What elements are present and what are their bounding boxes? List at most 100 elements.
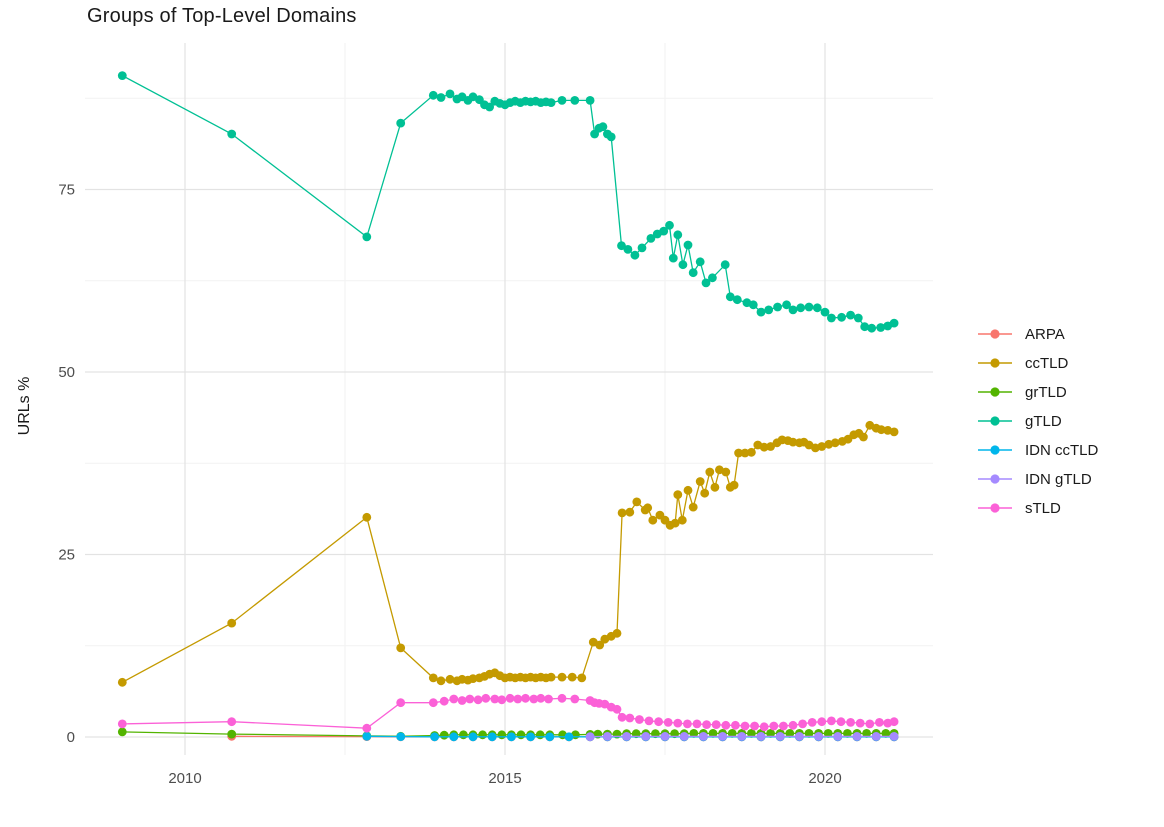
data-point-ccTLD bbox=[643, 503, 653, 513]
data-point-gTLD bbox=[720, 260, 730, 270]
data-point-gTLD bbox=[436, 93, 446, 102]
data-point-sTLD bbox=[855, 718, 865, 728]
legend-key-icon bbox=[978, 474, 1012, 484]
data-point-ccTLD bbox=[747, 447, 756, 457]
data-point-grTLD bbox=[843, 729, 852, 738]
data-point-grTLD bbox=[804, 729, 814, 738]
series-line-sTLD bbox=[122, 697, 895, 729]
data-point-ccTLD bbox=[830, 438, 840, 448]
data-point-gTLD bbox=[820, 307, 830, 317]
data-point-ccTLD bbox=[670, 518, 680, 528]
data-point-ccTLD bbox=[729, 480, 739, 490]
data-point-ccTLD bbox=[688, 502, 698, 512]
data-point-IDN-gTLD bbox=[795, 732, 804, 741]
data-point-sTLD bbox=[490, 694, 500, 704]
data-point-sTLD bbox=[865, 719, 875, 729]
data-point-IDN-ccTLD bbox=[468, 732, 478, 742]
series-line-ccTLD bbox=[121, 424, 895, 683]
data-point-gTLD bbox=[860, 322, 870, 332]
data-point-IDN-gTLD bbox=[641, 732, 651, 741]
data-point-ccTLD bbox=[721, 467, 731, 477]
data-point-IDN-ccTLD bbox=[449, 732, 459, 742]
legend-item-ccTLD: ccTLD bbox=[977, 353, 1098, 373]
data-point-gTLD bbox=[673, 230, 683, 240]
data-point-gTLD bbox=[688, 268, 698, 278]
data-point-IDN-ccTLD bbox=[545, 732, 555, 742]
data-point-gTLD bbox=[889, 318, 899, 328]
data-point-gTLD bbox=[617, 241, 626, 251]
data-point-grTLD bbox=[747, 729, 756, 738]
data-point-gTLD bbox=[748, 300, 758, 310]
data-point-gTLD bbox=[764, 305, 774, 315]
data-point-IDN-gTLD bbox=[699, 732, 708, 741]
data-point-grTLD bbox=[227, 729, 237, 739]
data-point-ccTLD bbox=[734, 448, 743, 458]
data-point-gTLD bbox=[396, 118, 406, 128]
data-point-gTLD bbox=[701, 278, 711, 288]
data-point-IDN-ccTLD bbox=[487, 732, 497, 742]
data-point-ccTLD bbox=[889, 427, 899, 437]
data-point-ccTLD bbox=[859, 432, 868, 442]
data-point-sTLD bbox=[702, 720, 711, 729]
data-point-gTLD bbox=[788, 305, 798, 315]
data-point-sTLD bbox=[513, 694, 523, 704]
data-point-ccTLD bbox=[632, 497, 642, 507]
data-point-sTLD bbox=[740, 721, 750, 731]
data-point-ccTLD bbox=[117, 677, 127, 687]
data-point-sTLD bbox=[449, 694, 459, 704]
x-tick-label: 2015 bbox=[488, 770, 521, 787]
legend: ARPA ccTLD grTLD gTLD IDN ccTLD IDN gTLD sTLD bbox=[977, 324, 1098, 518]
legend-key-dot bbox=[990, 358, 1000, 368]
data-point-ccTLD bbox=[705, 467, 715, 477]
data-point-ccTLD bbox=[710, 482, 720, 492]
data-point-gTLD bbox=[557, 96, 567, 105]
data-point-sTLD bbox=[536, 693, 546, 703]
data-point-gTLD bbox=[678, 260, 688, 270]
data-point-sTLD bbox=[117, 719, 127, 729]
data-point-sTLD bbox=[788, 720, 798, 730]
data-point-grTLD bbox=[708, 729, 718, 738]
data-point-sTLD bbox=[663, 718, 673, 727]
legend-key-icon bbox=[978, 445, 1012, 455]
data-point-IDN-ccTLD bbox=[507, 732, 516, 742]
data-point-gTLD bbox=[637, 243, 647, 253]
data-point-gTLD bbox=[804, 302, 814, 312]
data-point-sTLD bbox=[457, 696, 467, 705]
data-point-ccTLD bbox=[436, 676, 446, 686]
data-point-sTLD bbox=[683, 719, 692, 729]
data-point-gTLD bbox=[876, 323, 886, 332]
data-point-gTLD bbox=[725, 292, 735, 302]
legend-label: ARPA bbox=[1025, 325, 1065, 343]
data-point-ccTLD bbox=[428, 673, 438, 683]
data-point-sTLD bbox=[731, 720, 740, 730]
data-point-sTLD bbox=[827, 716, 836, 726]
chart-title: Groups of Top-Level Domains bbox=[87, 5, 357, 27]
data-point-gTLD bbox=[485, 102, 494, 112]
series-points-sTLD bbox=[117, 693, 899, 733]
data-point-ccTLD bbox=[546, 672, 556, 682]
data-point-ccTLD bbox=[759, 442, 769, 452]
data-point-gTLD bbox=[846, 310, 855, 320]
data-point-sTLD bbox=[497, 695, 507, 705]
data-point-IDN-ccTLD bbox=[362, 731, 372, 741]
legend-item-IDN-gTLD: IDN gTLD bbox=[977, 469, 1098, 489]
legend-key-icon bbox=[978, 416, 1012, 426]
data-point-ccTLD bbox=[766, 442, 775, 451]
legend-key-dot bbox=[990, 503, 1000, 513]
data-point-grTLD bbox=[478, 730, 487, 740]
data-point-sTLD bbox=[769, 721, 779, 731]
data-point-sTLD bbox=[505, 693, 515, 703]
data-point-sTLD bbox=[673, 718, 683, 728]
data-point-sTLD bbox=[439, 696, 449, 706]
series-line-grTLD bbox=[122, 731, 895, 737]
data-point-ccTLD bbox=[445, 674, 455, 684]
data-point-ccTLD bbox=[617, 508, 627, 518]
data-point-ccTLD bbox=[695, 477, 705, 486]
legend-label: IDN gTLD bbox=[1025, 470, 1092, 488]
data-point-sTLD bbox=[817, 717, 827, 727]
data-point-sTLD bbox=[362, 723, 372, 733]
data-point-grTLD bbox=[459, 730, 468, 740]
data-point-sTLD bbox=[227, 717, 237, 727]
data-point-IDN-gTLD bbox=[622, 732, 631, 741]
y-tick-label: 25 bbox=[58, 547, 75, 564]
